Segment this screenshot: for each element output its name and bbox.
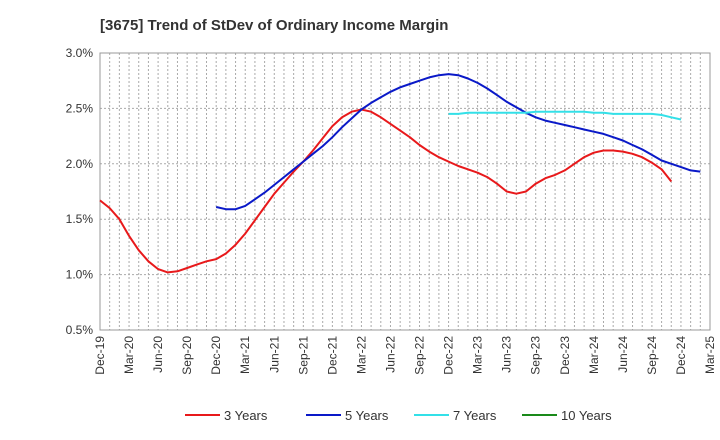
- x-tick-label: Dec-22: [442, 336, 456, 375]
- x-tick-label: Mar-24: [587, 336, 601, 374]
- x-tick-label: Mar-25: [703, 336, 717, 374]
- x-tick-label: Dec-21: [325, 336, 339, 375]
- series-line-5-years: [215, 73, 701, 211]
- y-axis-ticks: 0.5% 1.0% 1.5% 2.0% 2.5% 3.0%: [66, 46, 94, 337]
- legend-label-7-years: 7 Years: [453, 408, 497, 423]
- x-tick-label: Sep-23: [529, 336, 543, 375]
- x-tick-label: Sep-20: [180, 336, 194, 375]
- plot-area-border: [99, 52, 711, 331]
- x-tick-label: Jun-22: [383, 336, 397, 373]
- series-line-7-years: [448, 110, 682, 121]
- x-tick-label: Jun-21: [267, 336, 281, 373]
- legend-label-3-years: 3 Years: [224, 408, 268, 423]
- x-tick-label: Dec-23: [558, 336, 572, 375]
- legend: 3 Years 5 Years 7 Years 10 Years: [185, 408, 612, 423]
- series-line-3-years: [99, 108, 673, 274]
- series-lines: [99, 73, 701, 274]
- x-tick-label: Jun-23: [500, 336, 514, 373]
- x-tick-label: Mar-23: [471, 336, 485, 374]
- x-tick-label: Dec-24: [674, 336, 688, 375]
- x-tick-label: Mar-21: [238, 336, 252, 374]
- y-tick-label: 2.0%: [66, 157, 94, 171]
- y-tick-label: 1.5%: [66, 212, 94, 226]
- x-tick-label: Dec-19: [93, 336, 107, 375]
- y-tick-label: 0.5%: [66, 323, 94, 337]
- x-axis-ticks: Dec-19 Mar-20 Jun-20 Sep-20 Dec-20 Mar-21 Jun-…: [93, 336, 717, 375]
- x-tick-label: Sep-24: [645, 336, 659, 375]
- x-tick-label: Jun-24: [616, 336, 630, 373]
- legend-label-5-years: 5 Years: [345, 408, 389, 423]
- grid: [100, 53, 710, 330]
- y-tick-label: 2.5%: [66, 101, 94, 115]
- x-tick-label: Sep-22: [413, 336, 427, 375]
- x-tick-label: Sep-21: [296, 336, 310, 375]
- y-tick-label: 1.0%: [66, 268, 94, 282]
- x-tick-label: Jun-20: [151, 336, 165, 373]
- chart-title: [3675] Trend of StDev of Ordinary Income…: [100, 17, 448, 34]
- x-tick-label: Mar-20: [122, 336, 136, 374]
- x-tick-label: Dec-20: [209, 336, 223, 375]
- legend-label-10-years: 10 Years: [561, 408, 612, 423]
- y-tick-label: 3.0%: [66, 46, 94, 60]
- x-tick-label: Mar-22: [354, 336, 368, 374]
